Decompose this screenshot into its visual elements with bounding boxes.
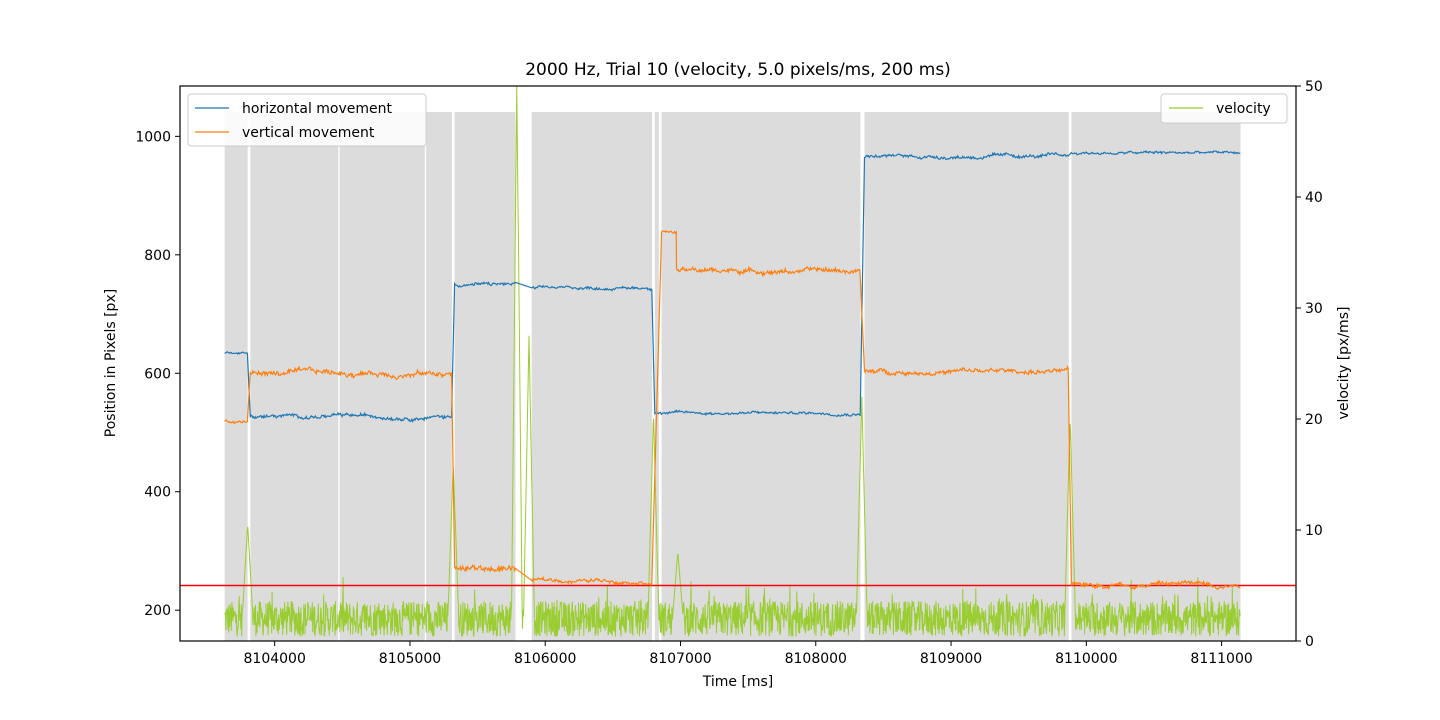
y-tick-label: 200 bbox=[144, 603, 171, 619]
fixation-region-5 bbox=[531, 112, 653, 641]
fixation-region-7 bbox=[661, 112, 681, 641]
x-tick-label: 8110000 bbox=[1055, 651, 1117, 667]
x-tick-label: 8105000 bbox=[379, 651, 441, 667]
y2-tick-label: 10 bbox=[1305, 523, 1323, 539]
x-tick-label: 8108000 bbox=[785, 651, 847, 667]
fixation-region-2 bbox=[339, 112, 425, 641]
y-tick-label: 600 bbox=[144, 366, 171, 382]
y-tick-label: 1000 bbox=[135, 129, 171, 145]
x-tick-label: 8106000 bbox=[514, 651, 576, 667]
chart-title: 2000 Hz, Trial 10 (velocity, 5.0 pixels/… bbox=[525, 60, 951, 80]
fixation-region-4 bbox=[454, 112, 516, 641]
fixation-region-0 bbox=[224, 112, 248, 641]
y-tick-label: 400 bbox=[144, 485, 171, 501]
legend-label-velocity: velocity bbox=[1216, 101, 1271, 117]
series-line-vertical bbox=[224, 230, 1241, 591]
series-line-horizontal bbox=[224, 150, 1241, 423]
axes: 8104000 8105000 8106000 8107000 8108000 81090… bbox=[135, 79, 1322, 667]
fixation-region-6 bbox=[654, 112, 659, 641]
y2-tick-label: 0 bbox=[1305, 634, 1314, 650]
fixation-region-9 bbox=[864, 112, 1069, 641]
series-group bbox=[180, 86, 1296, 638]
y2-tick-label: 30 bbox=[1305, 301, 1323, 317]
legend-right: velocity bbox=[1160, 93, 1288, 124]
y2-tick-label: 50 bbox=[1305, 79, 1323, 95]
y2-axis-label: velocity [px/ms] bbox=[1336, 307, 1352, 420]
plot-frame bbox=[179, 85, 1297, 642]
series-line-velocity bbox=[224, 86, 1241, 638]
legend-right-box bbox=[1160, 93, 1288, 124]
fixation-region-3 bbox=[426, 112, 452, 641]
fixation-region-10 bbox=[1071, 112, 1241, 641]
legend-label-vertical: vertical movement bbox=[242, 125, 375, 141]
x-tick-label: 8107000 bbox=[649, 651, 711, 667]
legend-label-horizontal: horizontal movement bbox=[242, 101, 393, 117]
x-tick-label: 8111000 bbox=[1190, 651, 1252, 667]
y-axis-label: Position in Pixels [px] bbox=[103, 289, 119, 437]
fixation-region-1 bbox=[250, 112, 339, 641]
fixation-region-8 bbox=[680, 112, 861, 641]
y2-tick-label: 20 bbox=[1305, 412, 1323, 428]
x-tick-label: 8104000 bbox=[244, 651, 306, 667]
y2-tick-label: 40 bbox=[1305, 190, 1323, 206]
x-tick-label: 8109000 bbox=[920, 651, 982, 667]
x-axis-label: Time [ms] bbox=[702, 674, 774, 690]
legend-left-box bbox=[187, 93, 427, 147]
legend-left: horizontal movement vertical movement bbox=[187, 93, 427, 147]
y-tick-label: 800 bbox=[144, 248, 171, 264]
